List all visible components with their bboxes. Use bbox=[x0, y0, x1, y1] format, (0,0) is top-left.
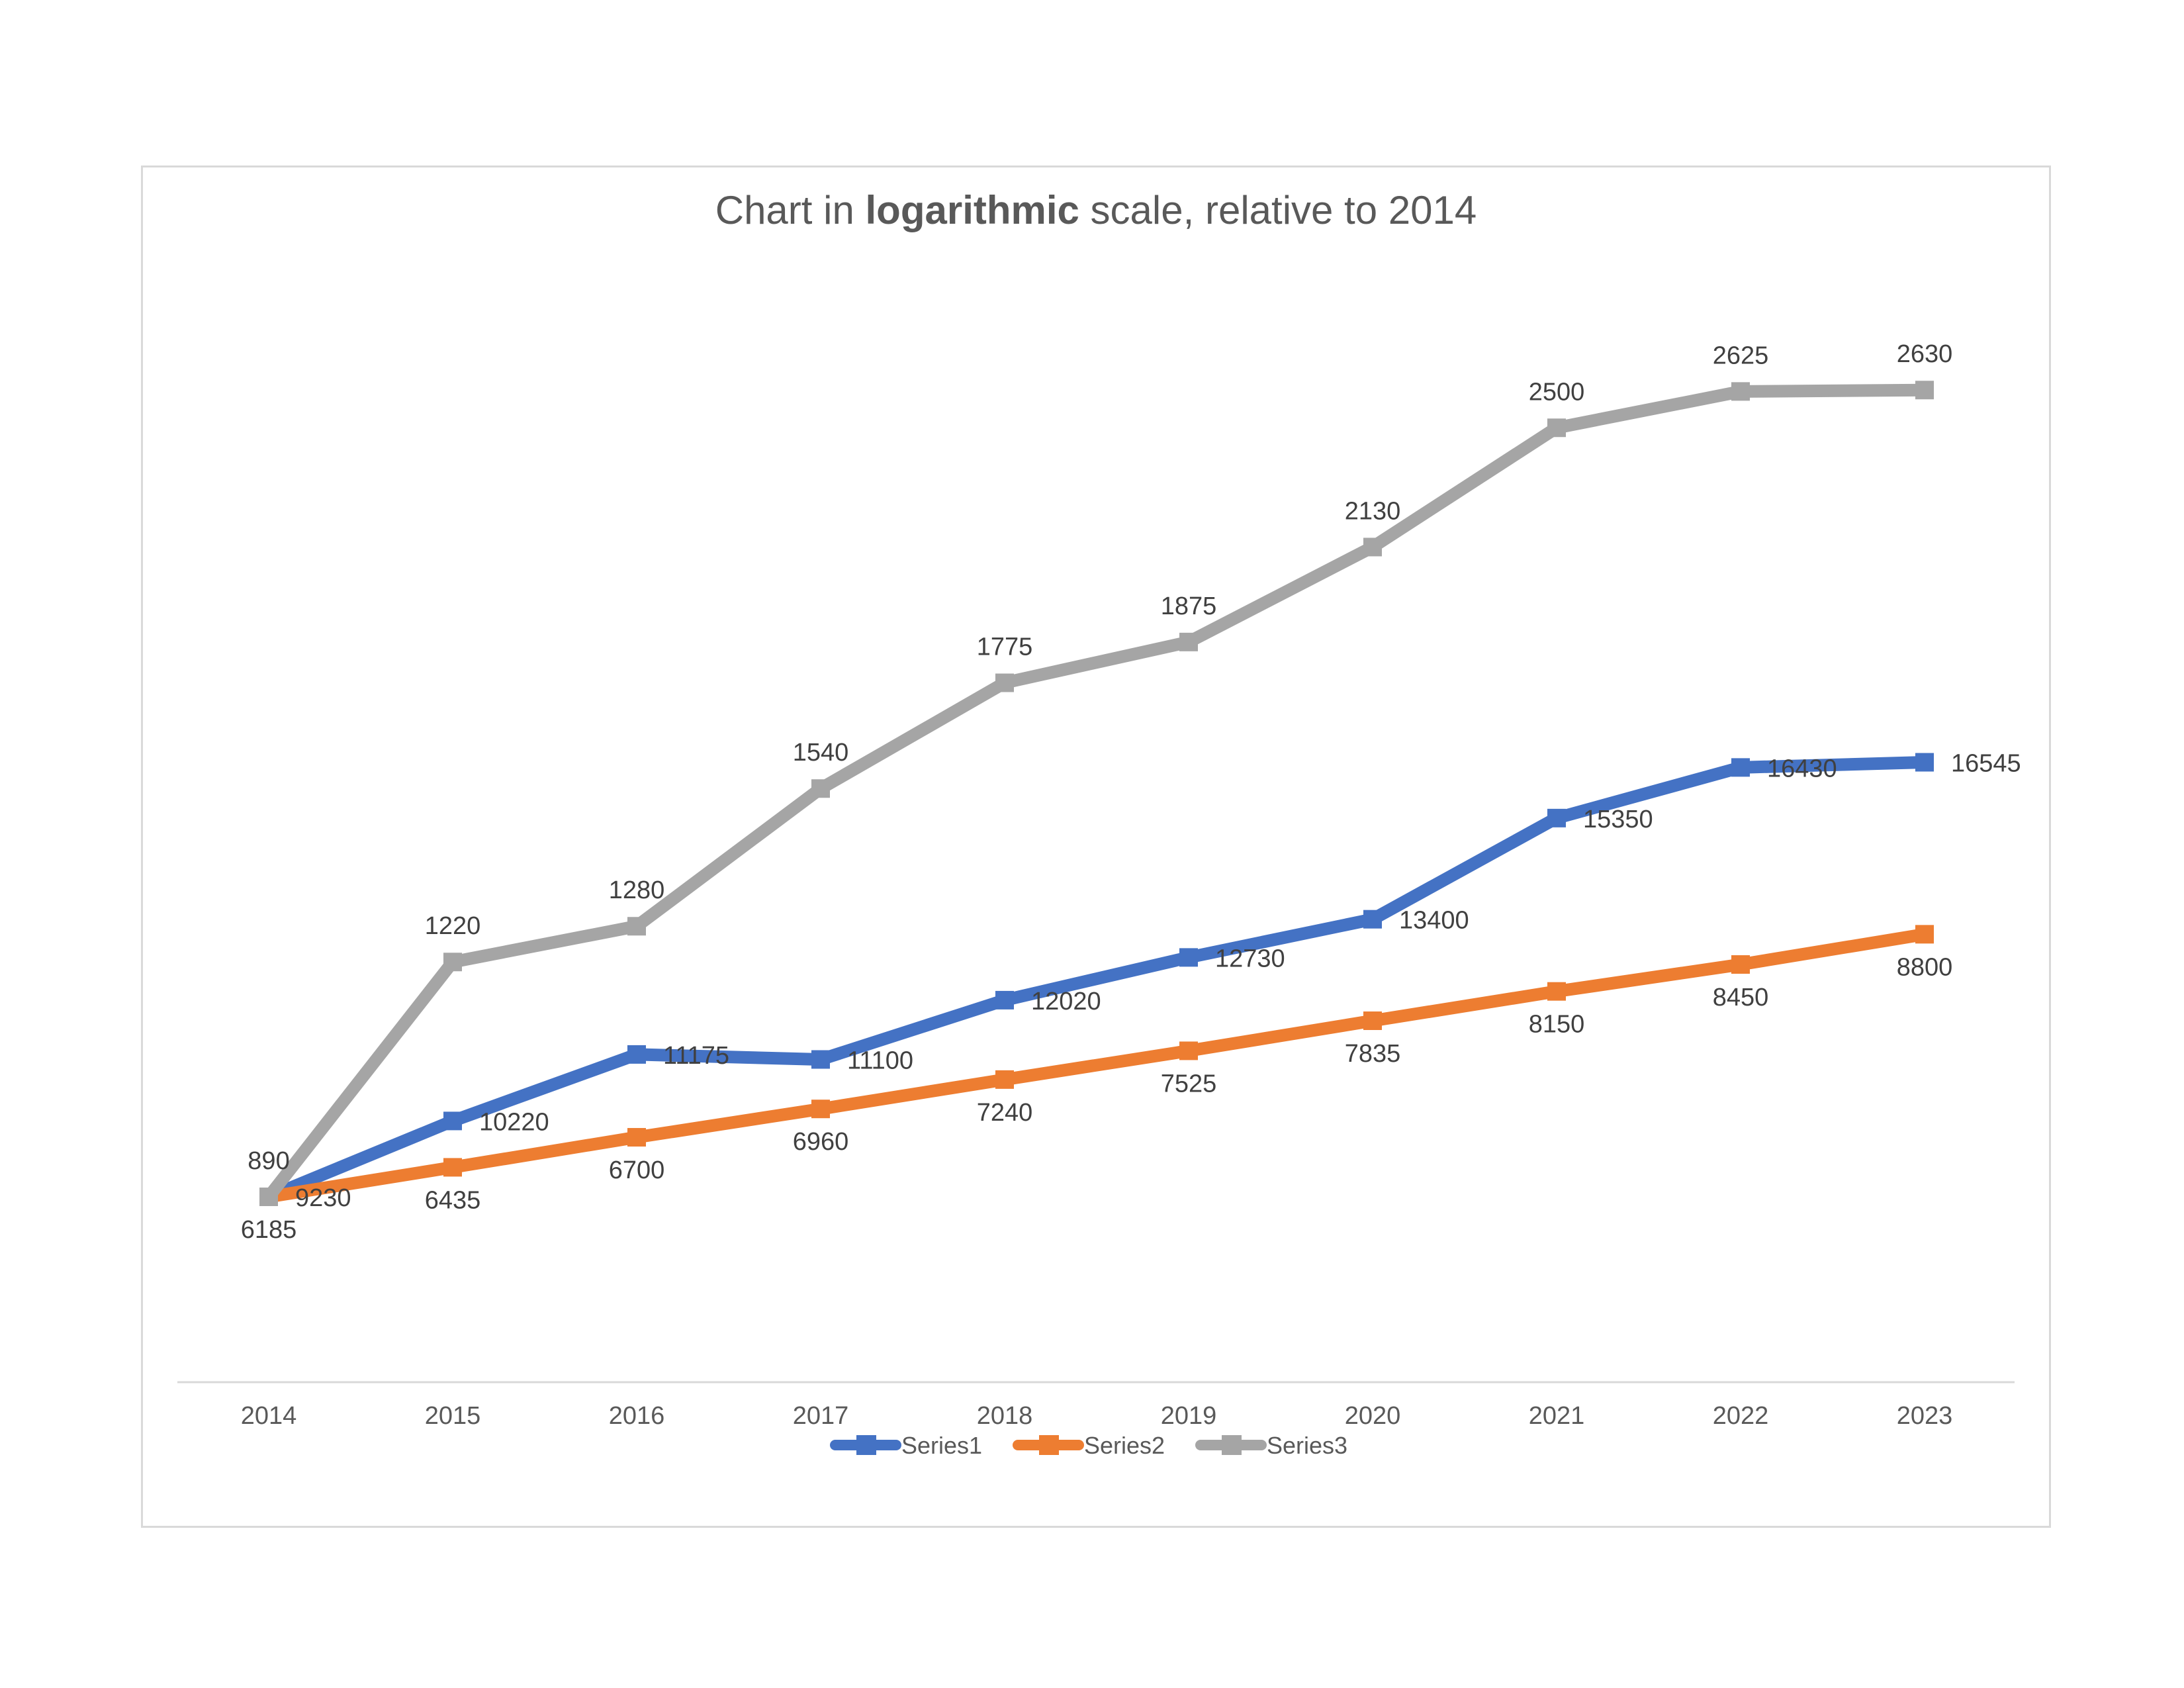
legend-item-series2: Series2 bbox=[1013, 1432, 1165, 1459]
data-point-marker bbox=[995, 1070, 1014, 1089]
data-point-marker bbox=[811, 1050, 830, 1069]
data-point-marker bbox=[1547, 808, 1566, 827]
data-point-marker bbox=[1915, 925, 1934, 944]
x-tick-label: 2020 bbox=[1345, 1402, 1401, 1430]
data-point-marker bbox=[1547, 418, 1566, 438]
data-point-marker bbox=[1915, 381, 1934, 400]
data-label: 890 bbox=[248, 1147, 289, 1175]
legend-label: Series3 bbox=[1267, 1432, 1347, 1459]
x-tick-label: 2023 bbox=[1897, 1402, 1953, 1430]
legend-label: Series2 bbox=[1084, 1432, 1165, 1459]
x-tick-label: 2019 bbox=[1161, 1402, 1217, 1430]
data-point-marker bbox=[995, 990, 1014, 1009]
data-point-marker bbox=[995, 673, 1014, 692]
series-layer bbox=[259, 381, 1934, 1206]
data-point-marker bbox=[1363, 1011, 1382, 1031]
legend: Series1 Series2 Series3 bbox=[830, 1432, 1347, 1459]
data-point-marker bbox=[811, 1100, 830, 1119]
series-line bbox=[262, 927, 1931, 1203]
x-tick-label: 2021 bbox=[1529, 1402, 1585, 1430]
data-label: 7835 bbox=[1345, 1040, 1401, 1068]
data-label: 8800 bbox=[1897, 953, 1953, 981]
data-point-marker bbox=[259, 1188, 278, 1206]
data-label: 6700 bbox=[609, 1156, 665, 1184]
data-point-marker bbox=[1179, 948, 1198, 967]
data-point-marker bbox=[443, 953, 462, 972]
series-line bbox=[262, 383, 1931, 1203]
series-line bbox=[262, 756, 1931, 1203]
legend-marker bbox=[1222, 1435, 1242, 1455]
data-label: 13400 bbox=[1399, 907, 1469, 935]
data-point-marker bbox=[627, 1128, 646, 1147]
data-point-marker bbox=[1915, 753, 1934, 772]
data-label: 6960 bbox=[793, 1128, 849, 1156]
data-label: 8450 bbox=[1713, 984, 1769, 1011]
legend-label: Series1 bbox=[901, 1432, 982, 1459]
data-point-marker bbox=[627, 917, 646, 936]
data-label: 12730 bbox=[1215, 945, 1285, 972]
legend-item-series1: Series1 bbox=[830, 1432, 982, 1459]
data-label: 8150 bbox=[1529, 1011, 1585, 1039]
data-point-marker bbox=[811, 779, 830, 798]
data-label: 11175 bbox=[663, 1042, 729, 1070]
data-label: 7525 bbox=[1161, 1070, 1217, 1098]
data-label: 6185 bbox=[241, 1216, 297, 1244]
legend-marker bbox=[1039, 1435, 1059, 1455]
x-axis-tick-labels: 2014 2015 2016 2017 2018 2019 2020 2021 2022 2023 bbox=[241, 1402, 1953, 1430]
chart-frame: Chart in logarithmic scale, relative to … bbox=[141, 165, 2051, 1528]
data-point-marker bbox=[1731, 955, 1750, 974]
data-point-marker bbox=[1179, 1041, 1198, 1060]
data-label: 6435 bbox=[425, 1186, 481, 1214]
x-tick-label: 2022 bbox=[1713, 1402, 1769, 1430]
data-point-marker bbox=[1547, 982, 1566, 1001]
data-label: 10220 bbox=[479, 1108, 549, 1136]
data-point-marker bbox=[1731, 758, 1750, 777]
data-point-marker bbox=[443, 1111, 462, 1131]
data-point-marker bbox=[1731, 382, 1750, 401]
data-label: 12020 bbox=[1031, 988, 1101, 1015]
data-label: 1775 bbox=[977, 633, 1033, 661]
x-tick-label: 2014 bbox=[241, 1402, 297, 1430]
data-point-marker bbox=[1179, 632, 1198, 651]
data-label: 16430 bbox=[1767, 755, 1837, 782]
data-label: 2130 bbox=[1345, 497, 1401, 525]
data-label: 9230 bbox=[295, 1184, 351, 1212]
data-label: 1280 bbox=[609, 876, 665, 904]
data-label: 7240 bbox=[977, 1099, 1033, 1127]
data-point-marker bbox=[1363, 538, 1382, 557]
x-tick-label: 2017 bbox=[793, 1402, 849, 1430]
data-label: 15350 bbox=[1583, 806, 1653, 833]
series-series2 bbox=[259, 925, 1934, 1206]
line-chart: Chart in logarithmic scale, relative to … bbox=[177, 188, 2021, 1459]
chart-title-part: logarithmic bbox=[866, 188, 1079, 232]
data-point-marker bbox=[627, 1045, 646, 1064]
legend-item-series3: Series3 bbox=[1195, 1432, 1347, 1459]
data-label: 11100 bbox=[847, 1047, 913, 1074]
data-labels-layer: 9230 10220 11175 11100 12020 12730 13400 15350 1… bbox=[241, 340, 2021, 1244]
data-point-marker bbox=[1363, 910, 1382, 929]
x-tick-label: 2018 bbox=[977, 1402, 1033, 1430]
series-series1 bbox=[259, 753, 1934, 1206]
chart-title: Chart in logarithmic scale, relative to … bbox=[715, 188, 1477, 232]
chart-title-part: scale, relative to 2014 bbox=[1079, 188, 1477, 232]
data-label: 2500 bbox=[1529, 378, 1585, 406]
data-label: 1220 bbox=[425, 912, 481, 940]
series-series3 bbox=[259, 381, 1934, 1206]
data-label: 2625 bbox=[1713, 342, 1769, 369]
data-label: 16545 bbox=[1951, 750, 2021, 778]
x-tick-label: 2016 bbox=[609, 1402, 665, 1430]
data-label: 1540 bbox=[793, 739, 849, 767]
x-tick-label: 2015 bbox=[425, 1402, 481, 1430]
chart-title-part: Chart in bbox=[715, 188, 866, 232]
data-point-marker bbox=[443, 1158, 462, 1177]
legend-marker bbox=[856, 1435, 876, 1455]
data-label: 2630 bbox=[1897, 340, 1953, 368]
data-label: 1875 bbox=[1161, 592, 1217, 620]
